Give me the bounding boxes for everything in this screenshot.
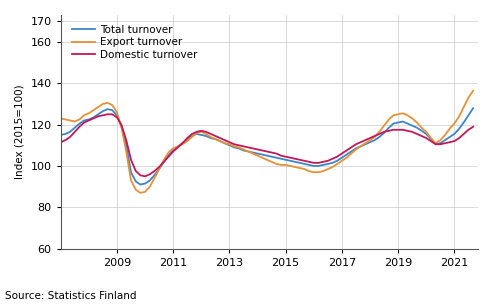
Total turnover (470, 106, 476, 110)
Export turnover (313, 170, 319, 174)
Domestic turnover (306, 160, 312, 164)
Domestic turnover (362, 138, 368, 142)
Export turnover (360, 143, 366, 147)
Domestic turnover (58, 140, 64, 144)
Export turnover (470, 89, 476, 92)
Line: Export turnover: Export turnover (61, 91, 473, 193)
Legend: Total turnover, Export turnover, Domestic turnover: Total turnover, Export turnover, Domesti… (70, 22, 200, 62)
Total turnover (313, 164, 319, 168)
Export turnover (58, 116, 64, 120)
Domestic turnover (194, 130, 200, 134)
Export turnover (412, 119, 418, 122)
Domestic turnover (142, 174, 148, 178)
Domestic turnover (107, 112, 113, 116)
Line: Domestic turnover: Domestic turnover (61, 114, 473, 176)
Total turnover (360, 143, 366, 147)
Domestic turnover (316, 161, 321, 165)
Text: Source: Statistics Finland: Source: Statistics Finland (5, 291, 137, 301)
Domestic turnover (470, 125, 476, 129)
Export turnover (177, 143, 183, 147)
Domestic turnover (179, 141, 185, 145)
Line: Total turnover: Total turnover (61, 108, 473, 185)
Total turnover (304, 163, 310, 166)
Export turnover (191, 133, 197, 137)
Export turnover (138, 191, 143, 195)
Total turnover (177, 143, 183, 147)
Y-axis label: Index (2015=100): Index (2015=100) (15, 85, 25, 179)
Domestic turnover (414, 132, 420, 136)
Total turnover (412, 125, 418, 129)
Total turnover (191, 133, 197, 137)
Total turnover (58, 133, 64, 137)
Export turnover (304, 168, 310, 172)
Total turnover (138, 183, 143, 186)
